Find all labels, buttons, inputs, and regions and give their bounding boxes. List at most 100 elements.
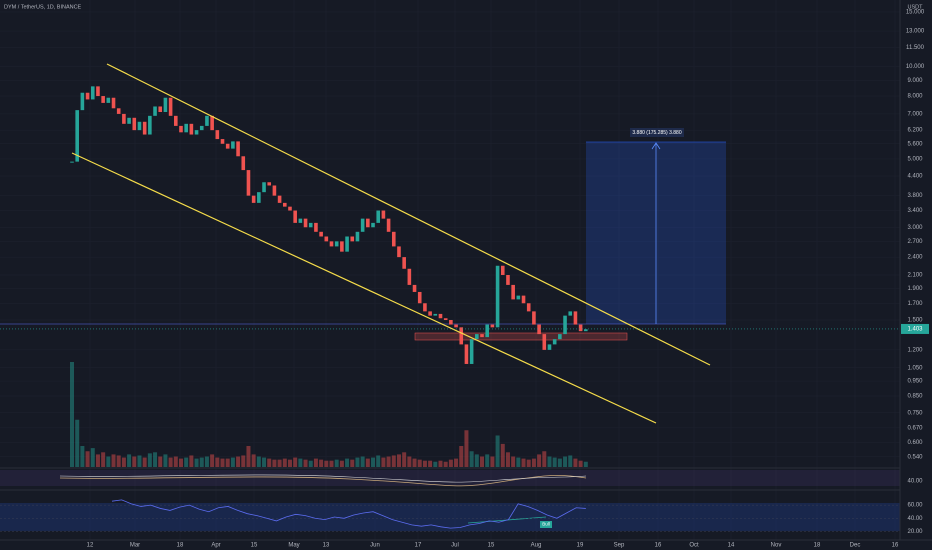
volume-bar: [365, 458, 370, 467]
candle: [246, 170, 251, 196]
y-tick-label: 0.670: [907, 425, 923, 431]
volume-bar: [85, 451, 90, 467]
candle: [189, 123, 194, 135]
volume-bar: [547, 456, 552, 467]
volume-bar: [381, 457, 386, 467]
volume-bar: [407, 456, 412, 467]
candle: [236, 141, 240, 157]
candle: [257, 192, 261, 203]
candle: [262, 182, 266, 193]
volume-bar: [454, 458, 459, 467]
candle: [495, 265, 500, 328]
volume-bar: [147, 453, 152, 467]
candle: [558, 334, 562, 340]
volume-bar: [319, 459, 324, 467]
candle: [537, 324, 541, 335]
candle: [163, 97, 168, 113]
candle: [90, 86, 95, 100]
symbol-title: DYM / TetherUS, 1D, BINANCE: [4, 4, 82, 10]
x-tick-label: 14: [728, 543, 735, 549]
x-tick-label: Mar: [130, 543, 140, 549]
volume-bar: [386, 456, 391, 467]
x-tick-label: 16: [655, 543, 662, 549]
volume-bar: [241, 455, 246, 467]
x-tick-label: 18: [814, 543, 821, 549]
indicator-band: [0, 470, 900, 486]
candle: [127, 117, 131, 124]
currency: USDT: [908, 4, 924, 10]
x-tick-label: Oct: [689, 543, 699, 549]
candle: [220, 139, 225, 144]
y-tick-label: 7.000: [907, 111, 923, 117]
x-tick-label: Jun: [370, 543, 380, 549]
volume-bar: [236, 456, 241, 467]
volume-bar: [272, 459, 277, 467]
candle: [303, 218, 308, 228]
volume-bar: [443, 461, 448, 467]
candle: [428, 311, 432, 316]
candle: [449, 320, 453, 325]
y-tick-label: 0.850: [907, 394, 923, 400]
candle: [288, 206, 292, 211]
y-tick-label: 5.600: [907, 141, 923, 147]
volume-bar: [557, 458, 562, 467]
x-tick-label: Dec: [850, 543, 861, 549]
candle: [381, 210, 386, 219]
indicator-line: [59, 474, 587, 487]
volume-bar: [204, 456, 209, 467]
candle: [433, 313, 438, 316]
candle: [391, 231, 396, 247]
candle: [386, 218, 391, 232]
volume-bar: [287, 459, 292, 467]
volume-bar: [215, 457, 220, 467]
volume-bar: [500, 443, 505, 467]
x-tick-label: May: [288, 543, 299, 549]
candle: [122, 113, 126, 124]
volume-bar: [70, 362, 74, 467]
volume-bar: [75, 419, 80, 467]
volume-bar: [189, 455, 194, 467]
x-tick-label: 12: [87, 543, 94, 549]
candle: [443, 318, 448, 321]
candle: [371, 222, 375, 228]
volume-bar: [345, 458, 350, 467]
rsi-tick-label: 20.00: [907, 529, 923, 535]
candle: [584, 329, 588, 332]
candle: [366, 218, 370, 228]
volume-bar: [464, 430, 469, 467]
candle: [267, 182, 272, 186]
candle: [282, 202, 287, 207]
y-tick-label: 6.200: [907, 128, 923, 134]
volume-bar: [220, 458, 225, 467]
y-tick-label: 3.800: [907, 193, 923, 199]
volume-bar: [563, 456, 568, 467]
candle: [511, 284, 515, 300]
candle: [552, 339, 557, 345]
candle: [168, 97, 173, 116]
position-label-bg: [630, 128, 684, 137]
x-tick-label: 17: [415, 543, 422, 549]
y-tick-label: 5.000: [907, 157, 923, 163]
candle: [319, 231, 323, 237]
candle: [454, 324, 458, 328]
candle: [194, 130, 199, 135]
candle: [174, 115, 178, 126]
candle: [199, 125, 204, 131]
volume-bar: [552, 457, 557, 467]
volume-bar: [111, 454, 116, 467]
last-price-tag: [901, 323, 929, 334]
volume-bar: [542, 451, 547, 467]
y-tick-label: 9.000: [907, 78, 923, 84]
volume-bar: [121, 457, 126, 467]
volume-bar: [132, 456, 137, 467]
x-tick-label: Jul: [451, 543, 459, 549]
volume-bar: [90, 448, 95, 467]
candle: [475, 334, 479, 340]
candle: [350, 236, 355, 242]
volume-bar: [480, 456, 485, 467]
y-tick-label: 0.600: [907, 440, 923, 446]
volume-bar: [485, 454, 490, 467]
candle: [142, 121, 147, 135]
grid: [0, 0, 900, 540]
candle: [563, 315, 567, 335]
